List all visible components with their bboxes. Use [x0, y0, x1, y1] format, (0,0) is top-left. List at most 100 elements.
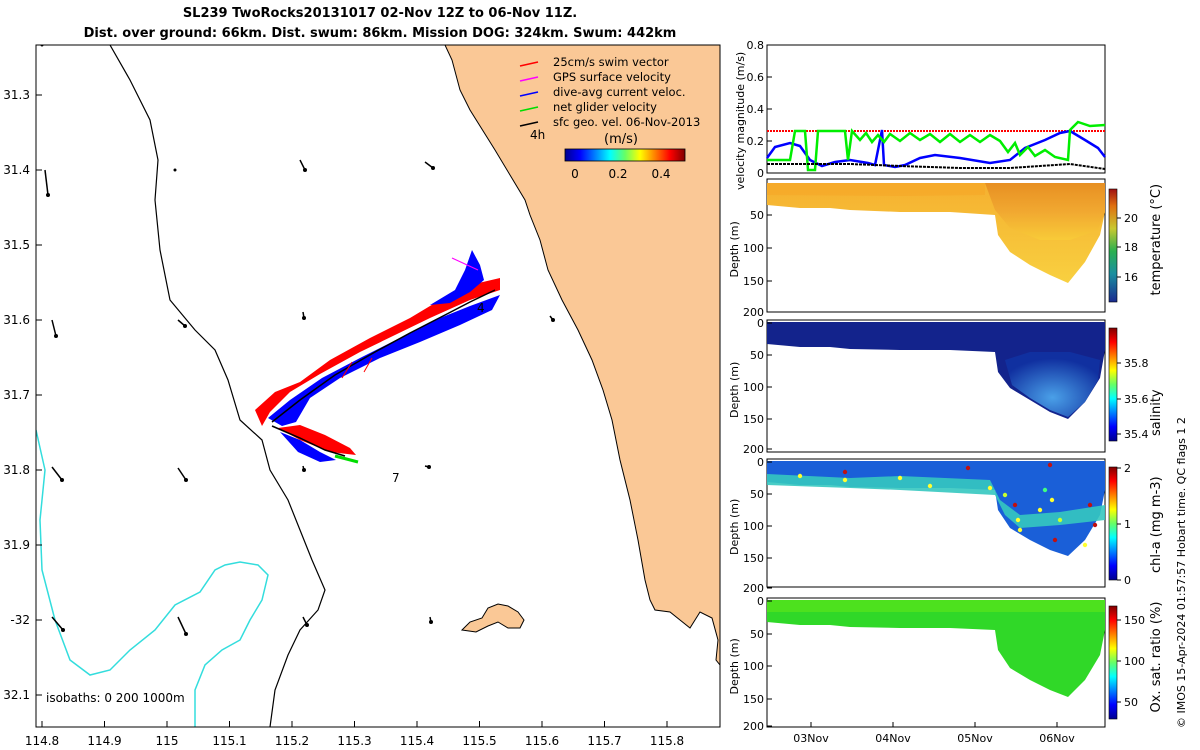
legend-swatch — [519, 91, 539, 97]
colorbar-tick-label: 0.2 — [608, 167, 627, 181]
colorbar-tick-label: 50 — [1124, 696, 1138, 709]
velocity-ylabel: velocity magnitude (m/s) — [734, 52, 747, 190]
velocity-y-tick-label: 0.2 — [747, 135, 765, 148]
island — [460, 603, 525, 633]
chl-dot — [965, 465, 971, 471]
depth-tick-label: 50 — [750, 349, 764, 362]
colorbar-tick-label: 150 — [1124, 614, 1145, 627]
legend-swatch — [519, 76, 539, 82]
depth-tick-label: 100 — [743, 381, 764, 394]
depth-ylabel: Depth (m) — [728, 499, 741, 555]
map-x-tick-label: 115.8 — [650, 734, 684, 748]
geo-arrow — [44, 169, 49, 196]
swim-vector-fan — [255, 278, 500, 426]
map-x-tick-label: 115.7 — [587, 734, 621, 748]
chlorophyll-panel — [766, 458, 1118, 588]
map-x-ticks: 114.8 114.9 115 115.1 115.2 115.3 115.4 115.5 11… — [25, 721, 684, 748]
geo-arrow-head — [305, 623, 309, 627]
chlorophyll-band — [767, 474, 1105, 528]
map-y-tick-label: 31.8 — [3, 463, 30, 477]
speed-colorbar — [564, 148, 686, 162]
colorbar-tick-label: 1 — [1124, 518, 1131, 531]
legend-entry: 25cm/s swim vector — [553, 55, 669, 69]
time-tick-label: 03Nov — [793, 732, 829, 745]
chl-dot — [1087, 502, 1093, 508]
geo-arrow-head — [303, 168, 307, 172]
map-x-tick-label: 115.5 — [462, 734, 496, 748]
isobath-200 — [109, 45, 326, 727]
title-line-1: SL239 TwoRocks20131017 02-Nov 12Z to 06-… — [182, 6, 578, 21]
map-y-tick-label: -32 — [10, 613, 30, 627]
velocity-y-tick-label: 0.8 — [747, 39, 765, 52]
series-net — [767, 120, 1106, 172]
current-vector-fan-3 — [430, 250, 484, 305]
geo-arrow — [177, 616, 187, 635]
colorbar-tick-label: 0.4 — [651, 167, 670, 181]
speed-colorbar-ticks: 0 0.2 0.4 — [571, 167, 670, 181]
geo-arrow-head — [184, 478, 188, 482]
colorbar-label: salinity — [1149, 389, 1164, 436]
map-y-tick-label: 31.5 — [3, 238, 30, 252]
velocity-y-tick-label: 0.4 — [747, 103, 765, 116]
colorbar-tick-label: 20 — [1124, 212, 1138, 225]
swim-arrow-b — [363, 357, 373, 373]
sfc-geo-vector-field — [40, 45, 555, 636]
depth-tick-label: 50 — [750, 488, 764, 501]
depth-tick-label: 150 — [743, 552, 764, 565]
map-y-tick-label: 31.3 — [3, 88, 30, 102]
geo-arrow — [51, 466, 63, 481]
oxygen-field — [767, 600, 1105, 697]
depth-tick-label: 200 — [743, 720, 764, 733]
map-x-tick-label: 115.3 — [337, 734, 371, 748]
chl-dot — [1092, 522, 1098, 528]
depth-tick-label: 150 — [743, 275, 764, 288]
depth-ylabel: Depth (m) — [728, 362, 741, 418]
map-x-tick-label: 115.4 — [400, 734, 434, 748]
map-y-tick-label: 31.6 — [3, 313, 30, 327]
colorbar-tick-label: 0 — [1124, 574, 1131, 587]
geo-arrow-head — [429, 620, 433, 624]
glider-track — [255, 250, 500, 464]
track-line — [271, 289, 496, 423]
legend-entry: dive-avg current veloc. — [553, 85, 686, 99]
chl-dot — [1057, 517, 1063, 523]
map-x-tick-label: 115 — [156, 734, 179, 748]
net-velocity-arrow — [334, 454, 359, 464]
chl-dot — [1017, 527, 1023, 533]
depth-tick-label: 100 — [743, 242, 764, 255]
chl-dot — [1052, 537, 1058, 543]
chl-dot — [1042, 487, 1048, 493]
colorbar-tick-label: 16 — [1124, 271, 1138, 284]
geo-arrow-head — [60, 478, 64, 482]
depth-tick-label: 200 — [743, 582, 764, 595]
salinity-panel — [766, 319, 1118, 453]
salinity-field — [767, 322, 1105, 419]
geo-arrow-head — [46, 193, 50, 197]
colorbar-tick-label: 35.6 — [1124, 393, 1149, 406]
geo-arrow — [51, 319, 57, 337]
depth-ylabel: Depth (m) — [728, 638, 741, 694]
depth-tick-label: 100 — [743, 520, 764, 533]
depth-tick-label: 50 — [750, 209, 764, 222]
legend-entry: sfc geo. vel. 06-Nov-2013 — [553, 115, 700, 129]
colorbar-unit: (m/s) — [604, 132, 638, 147]
map-x-tick-label: 114.9 — [87, 734, 121, 748]
chlorophyll-dots — [797, 462, 1098, 548]
geo-dot — [173, 168, 177, 172]
depth-tick-label: 100 — [743, 660, 764, 673]
temperature-panel — [766, 178, 1118, 313]
velocity-y-tick-label: 0.6 — [747, 71, 765, 84]
map-y-ticks: 31.3 31.4 31.5 31.6 31.7 31.8 31.9 -32 32.1 — [3, 88, 42, 702]
colorbar-tick-label: 35.4 — [1124, 428, 1149, 441]
land-mass — [444, 45, 720, 666]
isobath-label: isobaths: 0 200 1000m — [46, 691, 185, 705]
map-y-tick-label: 32.1 — [3, 688, 30, 702]
salinity-colorbar — [1108, 327, 1118, 442]
chlorophyll-colorbar — [1108, 466, 1118, 581]
time-tick-label: 04Nov — [875, 732, 911, 745]
series-geo — [767, 162, 1106, 170]
legend-hour: 4h — [530, 128, 545, 142]
legend-swatch — [519, 106, 539, 112]
current-vector-fan-2 — [280, 432, 336, 462]
